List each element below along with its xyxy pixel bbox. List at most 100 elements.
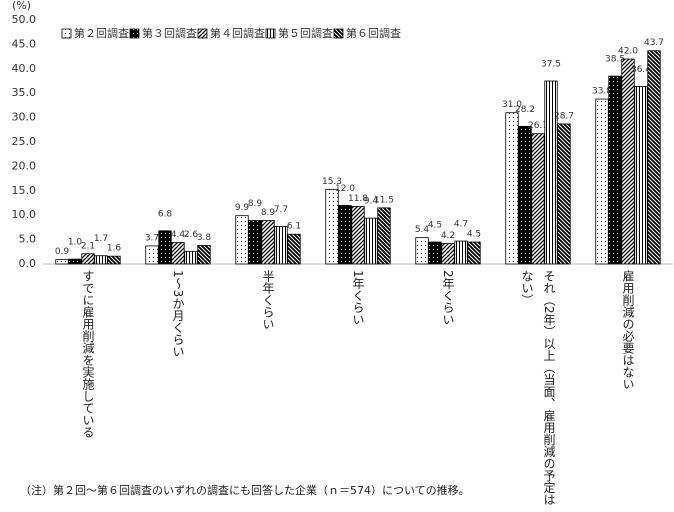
value-label: 36.4 <box>631 65 651 75</box>
value-label: 8.9 <box>261 208 276 218</box>
bar <box>428 241 442 265</box>
bar <box>107 255 121 265</box>
legend-label: 第２回調査 <box>74 26 129 40</box>
x-tick-label: 雇用削減の必要はない <box>621 270 635 390</box>
legend-label: 第５回調査 <box>278 26 333 40</box>
y-tick-label: 0.0 <box>19 257 37 270</box>
bar <box>55 259 69 265</box>
value-label: 1.7 <box>94 234 108 244</box>
value-label: 5.4 <box>415 225 430 235</box>
x-tick-label: それ（2年）以上（当面、雇用削減の予定はない） <box>520 270 556 506</box>
value-label: 33.8 <box>592 87 612 97</box>
value-label: 6.1 <box>287 222 301 232</box>
y-tick-label: 35.0 <box>12 86 37 99</box>
bar <box>171 242 185 265</box>
x-tick-label: 1～3か月くらい <box>171 270 185 358</box>
legend-swatch <box>129 28 140 39</box>
bar <box>338 205 352 265</box>
bar <box>351 206 365 265</box>
value-label: 2.1 <box>81 241 95 251</box>
x-tick-label: 半年くらい <box>261 270 275 330</box>
bar <box>235 215 249 265</box>
y-tick-label: 10.0 <box>12 208 37 221</box>
value-label: 31.0 <box>502 100 522 110</box>
bar <box>608 75 622 265</box>
bar <box>634 85 648 265</box>
value-label: 9.9 <box>235 203 250 213</box>
value-label: 4.7 <box>454 220 468 230</box>
bar <box>544 80 558 265</box>
value-label: 28.2 <box>515 105 535 115</box>
bar <box>531 133 545 265</box>
value-label: 3.8 <box>197 233 212 243</box>
value-label: 9.4 <box>364 197 379 207</box>
x-tick-label: 1年くらい <box>351 270 365 326</box>
legend-label: 第３回調査 <box>142 26 197 40</box>
bar <box>81 253 95 265</box>
value-label: 42.0 <box>618 47 638 57</box>
bar <box>274 226 288 265</box>
value-label: 0.9 <box>55 247 70 257</box>
bar <box>325 188 339 265</box>
bar <box>248 220 262 265</box>
bar <box>621 58 635 265</box>
bar <box>441 243 455 265</box>
bar <box>145 245 159 265</box>
bar <box>557 123 571 265</box>
value-label: 8.9 <box>248 199 263 209</box>
value-label: 12.0 <box>335 184 355 194</box>
value-label: 11.8 <box>348 194 368 204</box>
y-tick-label: 5.0 <box>19 233 37 246</box>
legend-label: 第６回調査 <box>346 26 401 40</box>
value-label: 1.0 <box>68 238 83 248</box>
legend-swatch <box>333 28 344 39</box>
note: （注）第２回～第６回調査のいずれの調査にも回答した企業（ｎ＝574）についての推… <box>20 484 470 497</box>
legend-label: 第４回調査 <box>210 26 265 40</box>
bar <box>415 237 429 265</box>
bar <box>287 233 301 265</box>
value-label: 4.5 <box>467 230 481 240</box>
bar <box>184 250 198 265</box>
y-tick-label: 40.0 <box>12 62 37 75</box>
y-tick-label: 50.0 <box>12 13 37 26</box>
y-tick-label: 30.0 <box>12 111 37 124</box>
y-tick-label: 25.0 <box>12 135 37 148</box>
value-label: 3.7 <box>145 233 159 243</box>
y-tick-label: 20.0 <box>12 159 37 172</box>
bar <box>68 258 82 265</box>
value-label: 6.8 <box>158 209 173 219</box>
value-label: 7.7 <box>274 205 288 215</box>
x-tick-label: 2年くらい <box>441 270 455 326</box>
legend-swatch <box>265 28 276 39</box>
bar <box>377 207 391 265</box>
x-tick-label: すでに雇用削減を実施している <box>81 270 95 438</box>
bar <box>197 245 211 265</box>
value-label: 2.6 <box>184 230 199 240</box>
legend-swatch <box>61 28 72 39</box>
bar <box>647 50 661 265</box>
value-label: 11.5 <box>374 195 394 205</box>
bar <box>261 220 275 265</box>
bar <box>94 255 108 265</box>
value-label: 4.5 <box>428 221 442 231</box>
value-label: 38.5 <box>605 55 625 65</box>
value-label: 15.3 <box>322 177 342 187</box>
value-label: 28.7 <box>554 111 574 121</box>
value-label: 4.2 <box>441 231 455 241</box>
bar <box>454 240 468 265</box>
bar <box>364 217 378 265</box>
bar <box>158 230 172 265</box>
y-unit: (%) <box>12 0 31 12</box>
value-label: 4.4 <box>171 230 186 240</box>
bar <box>595 98 609 265</box>
bar <box>505 112 519 265</box>
value-label: 37.5 <box>541 60 561 70</box>
legend-swatch <box>197 28 208 39</box>
bar <box>467 241 481 265</box>
bar <box>518 125 532 265</box>
value-label: 1.6 <box>107 244 122 254</box>
y-tick-label: 15.0 <box>12 184 37 197</box>
value-label: 43.7 <box>644 38 664 48</box>
